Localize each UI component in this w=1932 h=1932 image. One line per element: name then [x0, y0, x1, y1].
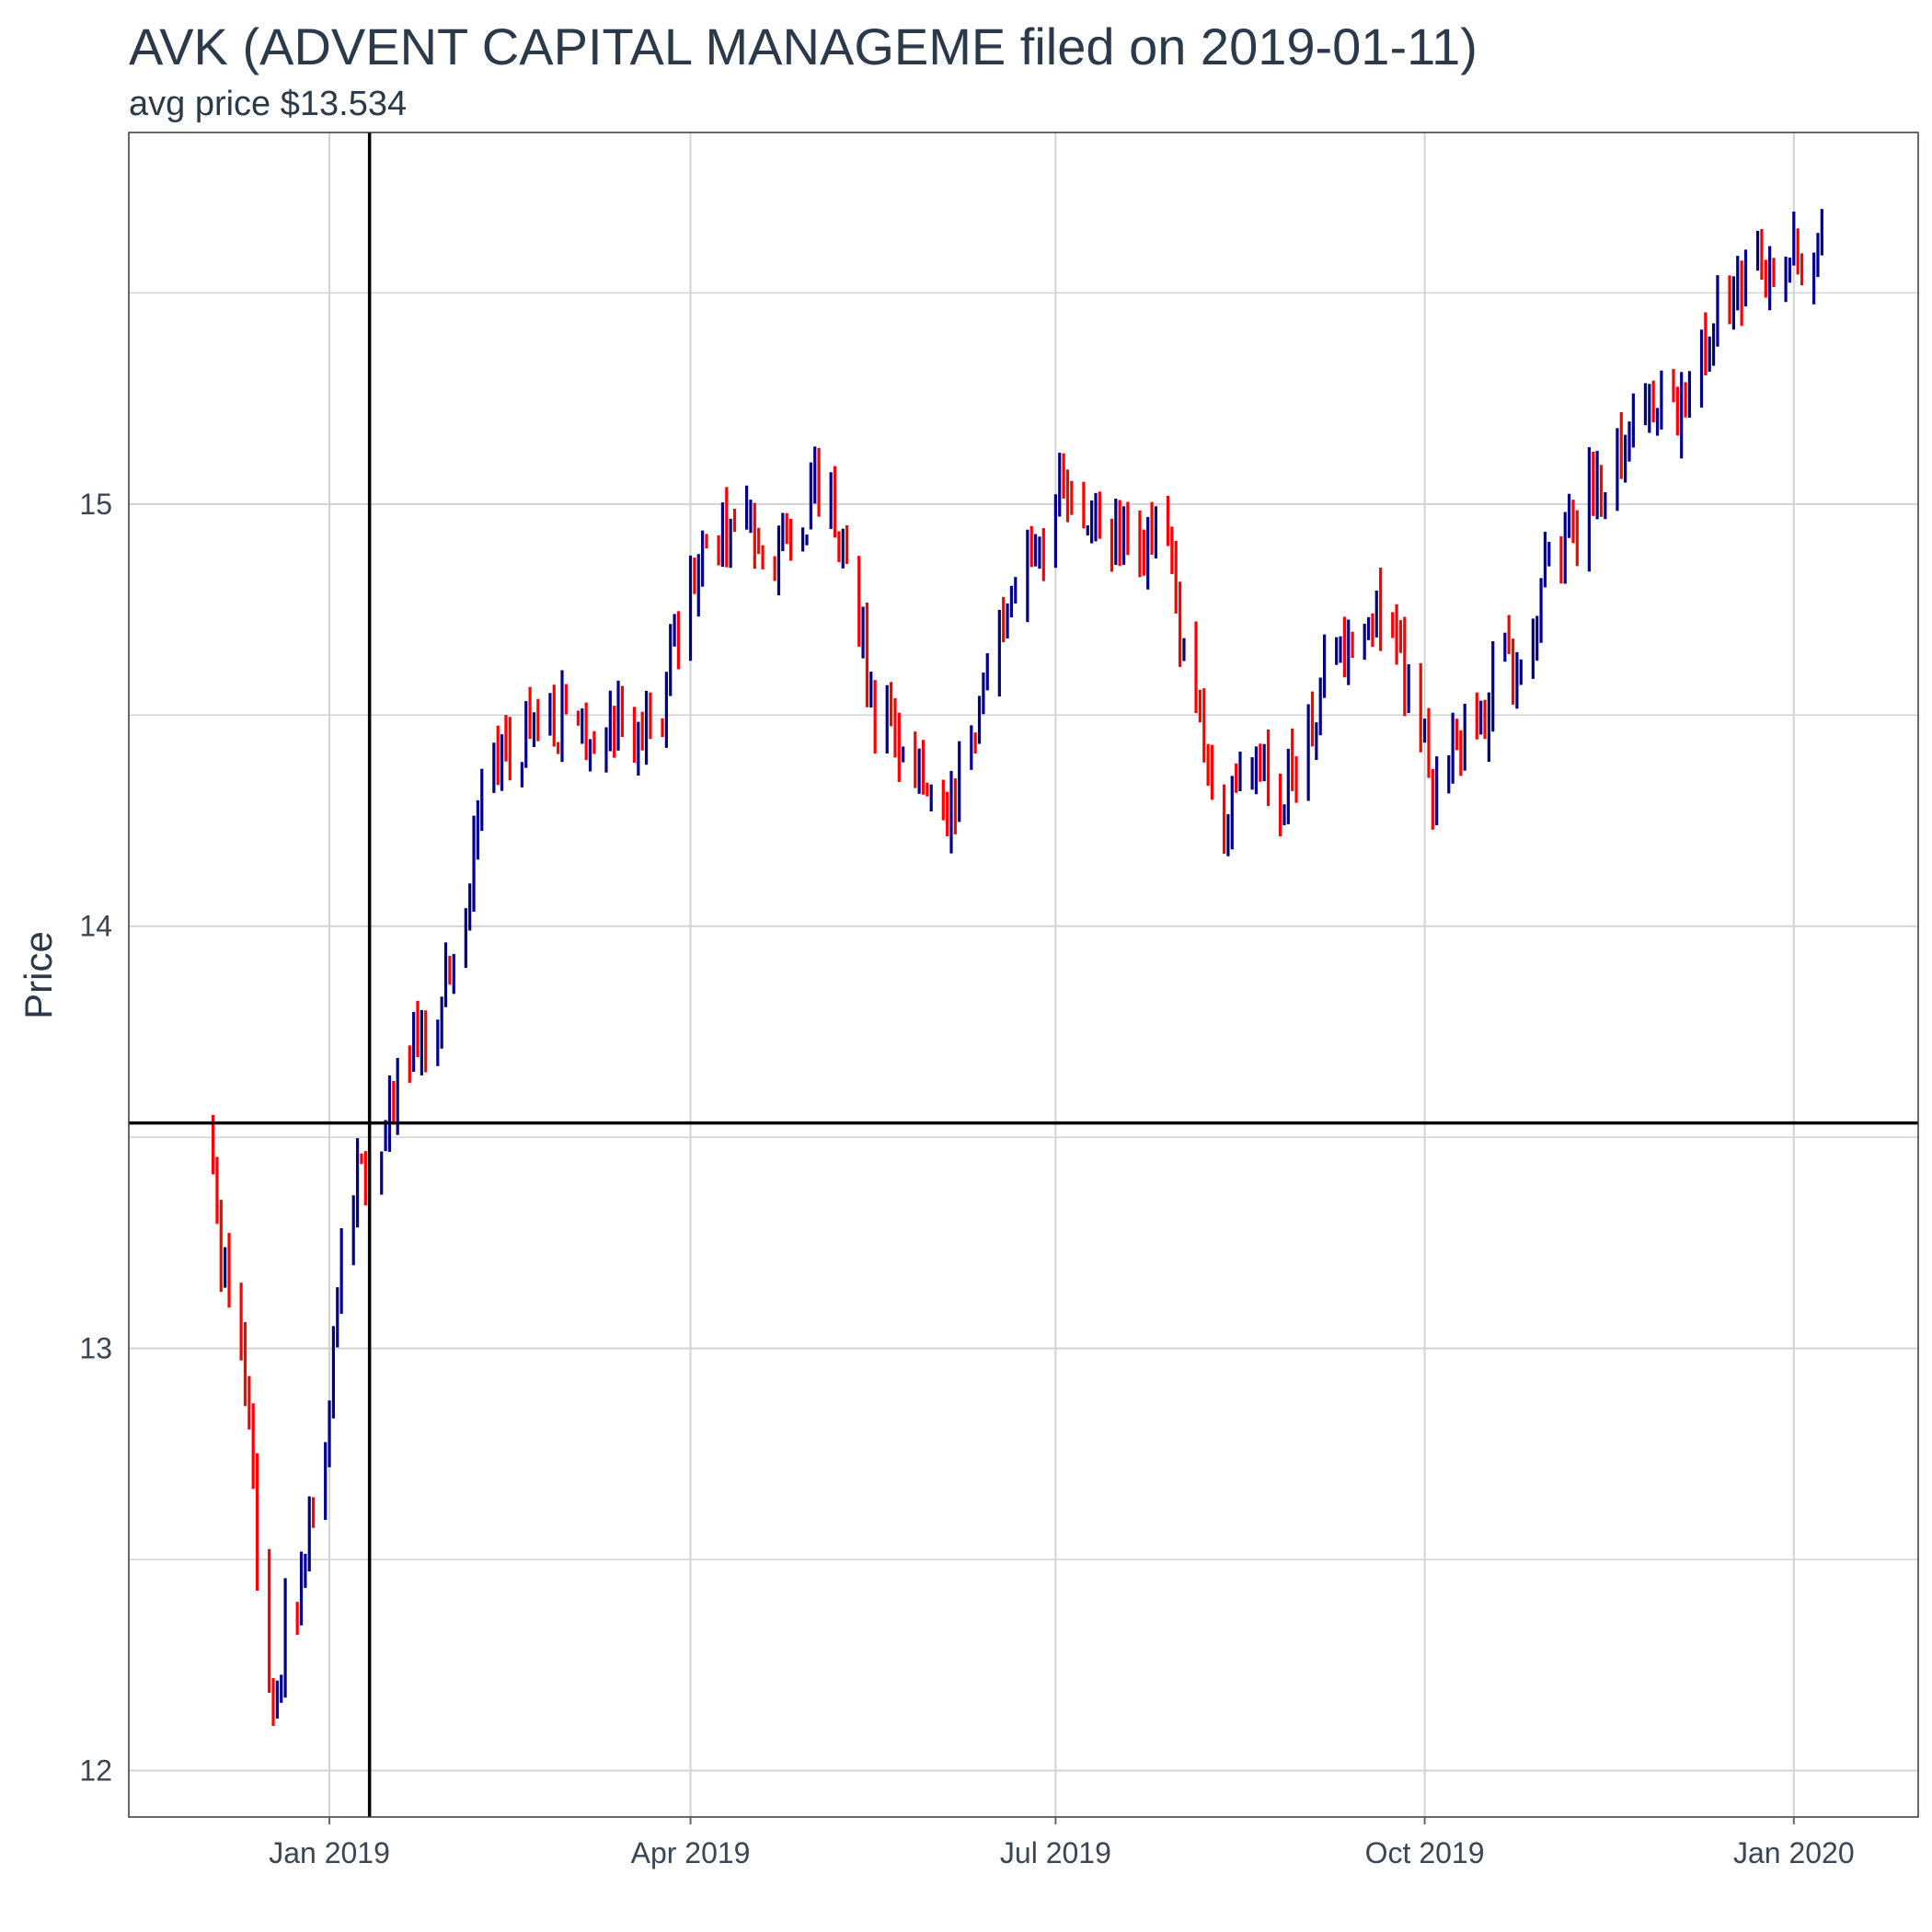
x-tick-label: Apr 2019	[631, 1836, 751, 1869]
y-axis-title: Price	[17, 931, 60, 1019]
plot-border	[128, 132, 1919, 1818]
plot-frame	[128, 132, 1919, 1818]
y-axis-ticks: 12 13 14 15	[79, 488, 112, 1788]
y-tick-label: 12	[79, 1754, 112, 1788]
x-tick-label: Jan 2019	[269, 1836, 390, 1869]
ohlc-bars	[211, 209, 1823, 1727]
reference-lines	[129, 132, 1918, 1817]
x-tick-label: Oct 2019	[1365, 1836, 1485, 1869]
x-axis-ticks: Jan 2019 Apr 2019 Jul 2019 Oct 2019 Jan 2020	[269, 1817, 1855, 1869]
y-tick-label: 13	[79, 1332, 112, 1365]
y-tick-label: 15	[79, 488, 112, 521]
chart-title: AVK (ADVENT CAPITAL MANAGEME filed on 20…	[129, 17, 1478, 75]
chart-subtitle: avg price $13.534	[129, 85, 408, 123]
grid-lines	[129, 132, 1918, 1817]
x-tick-label: Jan 2020	[1733, 1836, 1855, 1869]
y-tick-label: 14	[79, 910, 112, 943]
x-tick-label: Jul 2019	[1000, 1836, 1111, 1869]
